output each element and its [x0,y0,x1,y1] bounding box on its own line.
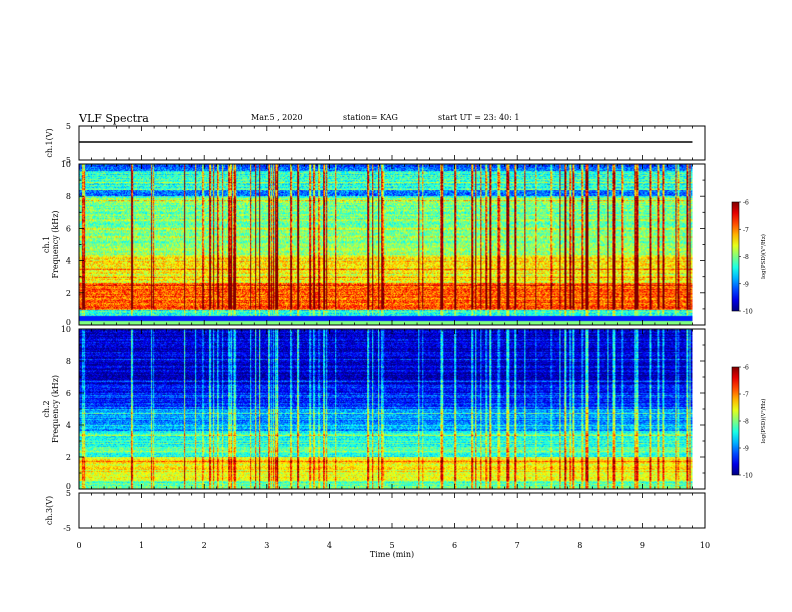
ch2-spectrogram-ytick: 8 [66,357,71,366]
xaxis-tick: 2 [202,541,207,550]
ch1-spectrogram-colorbar-tick: -6 [743,200,749,207]
ch1-spectrogram-ytick: 10 [61,160,71,169]
ch1-spectrogram-colorbar-label: log(PSD)(V²/Hz) [760,234,767,279]
ch2-spectrogram-colorbar-tick: -7 [743,392,749,399]
figure-title: VLF Spectra [79,112,149,125]
xaxis-tick: 3 [264,541,269,550]
ch2-spectrogram-ytick: 4 [66,421,71,430]
panel-ch1-spectrogram: 0 2 4 6 8 10 ch.1 Frequency (kHz) -6 -7 -8 -9 -10 log… [42,160,767,327]
ch2-spectrogram-ylabel-line1: ch.2 [42,400,51,417]
ch1-waveform-ytick: 5 [66,122,71,131]
ch3-waveform-ytick: -5 [63,524,71,533]
xaxis-tick: 8 [577,541,582,550]
ch1-spectrogram-colorbar-tick: -9 [743,281,749,288]
xaxis-tick: 7 [515,541,520,550]
ch2-spectrogram-colorbar-tick: -9 [743,446,749,453]
ch1-spectrogram-ytick: 2 [66,289,71,298]
header-station: station= KAG [343,113,398,122]
ch2-spectrogram-colorbar-tick: -6 [743,365,749,372]
ch2-spectrogram-ytick: 6 [66,389,71,398]
panel-ch2-spectrogram: 0 2 4 6 8 10 ch.2 Frequency (kHz) -6 -7 -8 -9 -10 log… [42,325,767,491]
ch1-spectrogram-colorbar [731,201,740,312]
ch3-waveform-ytick: 5 [66,489,71,498]
ch1-spectrogram-colorbar-tick: -7 [743,227,749,234]
xaxis-tick: 1 [139,541,144,550]
ch2-spectrogram-ytick: 10 [61,325,71,334]
header-start-ut: start UT = 23: 40: 1 [438,113,520,122]
xaxis-tick: 9 [640,541,645,550]
panel-ch1-waveform: 5 -5 ch.1(V) [45,122,706,165]
ch2-spectrogram-ytick: 0 [66,482,71,491]
ch1-spectrogram-colorbar-tick: -8 [743,254,749,261]
ch3-waveform-frame [78,492,706,529]
ch2-spectrogram-ylabel-line2: Frequency (kHz) [51,375,60,443]
xaxis-label: Time (min) [370,550,414,559]
ch1-spectrogram-ytick: 0 [66,318,71,327]
ch1-spectrogram-ytick: 4 [66,257,71,266]
ch2-spectrogram-colorbar-tick: -8 [743,419,749,426]
ch1-waveform-frame [78,125,706,161]
xaxis-tick: 10 [700,541,710,550]
xaxis-tick: 0 [76,541,81,550]
header-date: Mar.5 , 2020 [251,113,303,122]
panel-ch3-waveform: 5 -5 ch.3(V) [45,489,706,533]
ch1-spectrogram-ytick: 6 [66,224,71,233]
ch1-waveform-ytick: -5 [63,156,71,165]
xaxis-tick: 4 [327,541,332,550]
xaxis-tick: 5 [389,541,394,550]
ch2-spectrogram-colorbar [731,366,740,476]
ch2-spectrogram-ytick: 2 [66,453,71,462]
ch1-spectrogram-image [79,164,693,325]
ch1-spectrogram-colorbar-tick: -10 [743,309,753,316]
ch2-spectrogram-colorbar-tick: -10 [743,473,753,480]
ch1-waveform-ylabel: ch.1(V) [45,128,54,157]
ch1-spectrogram-ylabel-line1: ch.1 [42,236,51,253]
ch2-spectrogram-image [79,329,693,489]
ch3-waveform-ylabel: ch.3(V) [45,496,54,525]
ch1-spectrogram-ytick: 8 [66,192,71,201]
ch2-spectrogram-colorbar-label: log(PSD)(V²/Hz) [760,399,767,444]
ch1-spectrogram-ylabel-line2: Frequency (kHz) [51,210,60,278]
xaxis-tick: 6 [452,541,457,550]
